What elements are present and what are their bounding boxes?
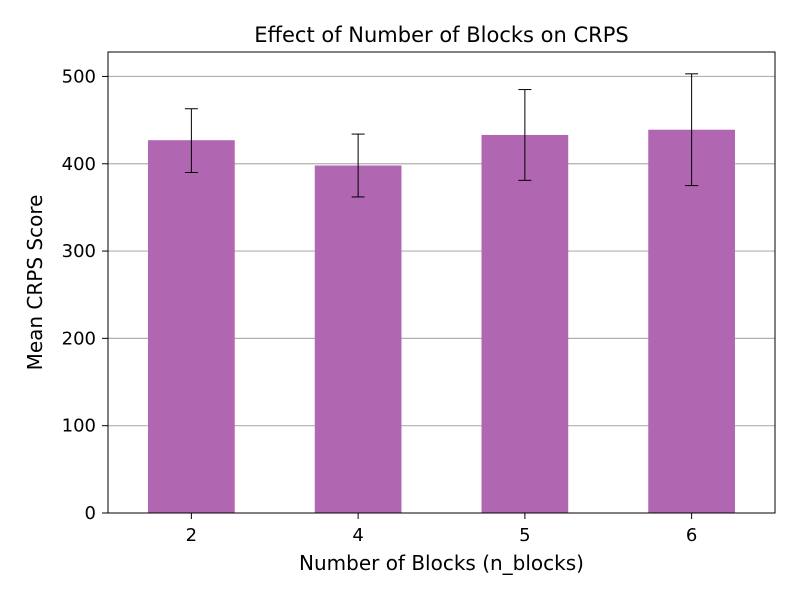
bar-6 bbox=[648, 129, 735, 514]
y-axis-label: Mean CRPS Score bbox=[23, 195, 47, 371]
y-tick-label: 100 bbox=[62, 416, 96, 437]
bar-2 bbox=[148, 140, 235, 513]
x-tick-label: 4 bbox=[352, 525, 363, 546]
bar-5 bbox=[481, 134, 569, 513]
y-tick-label: 400 bbox=[62, 154, 96, 175]
x-axis-label: Number of Blocks (n_blocks) bbox=[299, 551, 584, 575]
chart-title: Effect of Number of Blocks on CRPS bbox=[254, 23, 628, 47]
error-bars bbox=[184, 73, 699, 198]
y-tick-label: 200 bbox=[62, 328, 96, 349]
y-tick-label: 0 bbox=[85, 503, 96, 524]
y-axis-ticks: 0 100 200 300 400 500 bbox=[62, 66, 108, 524]
bar-4 bbox=[314, 165, 402, 513]
x-tick-label: 6 bbox=[686, 525, 697, 546]
y-tick-label: 300 bbox=[62, 241, 96, 262]
x-axis-ticks: 2 4 5 6 bbox=[186, 513, 697, 546]
plot-frame bbox=[107, 51, 776, 514]
x-tick-label: 2 bbox=[186, 525, 197, 546]
x-tick-label: 5 bbox=[519, 525, 530, 546]
bars bbox=[148, 129, 735, 514]
y-tick-label: 500 bbox=[62, 66, 96, 87]
